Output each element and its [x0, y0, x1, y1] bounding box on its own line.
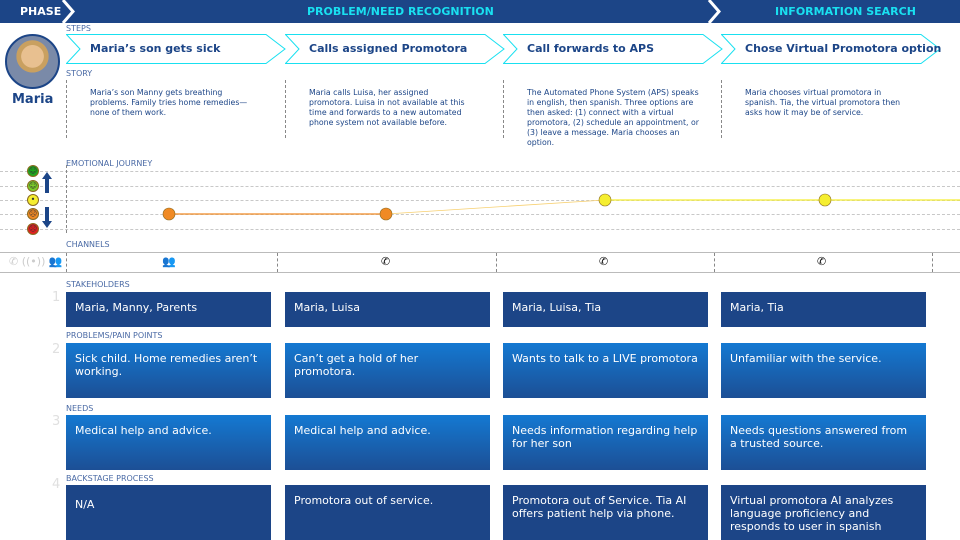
row-number: 3: [52, 414, 61, 429]
emotion-arrows-icon: [42, 172, 52, 228]
emotion-gridline: [0, 171, 960, 172]
emotion-point-neutral: [598, 193, 612, 207]
step-chevron: Call forwards to APS: [503, 34, 723, 64]
step-title: Call forwards to APS: [527, 42, 655, 55]
emotion-neutral-icon: •: [27, 194, 39, 206]
divider: [714, 253, 715, 272]
phase-title: INFORMATION SEARCH: [775, 5, 916, 18]
channel-phone-icon: ✆: [599, 255, 609, 268]
divider: [503, 80, 504, 138]
section-label: STAKEHOLDERS: [66, 280, 130, 289]
emotion-happy-icon: ☺: [27, 180, 39, 192]
stakeholders-card: Maria, Tia: [721, 292, 926, 327]
section-label: EMOTIONAL JOURNEY: [66, 159, 153, 168]
emotion-point-unhappy: [379, 207, 393, 221]
problems-card: Can’t get a hold of her promotora.: [285, 343, 490, 398]
divider: [0, 252, 960, 253]
phase-chevron: [61, 0, 75, 23]
problems-card: Unfamiliar with the service.: [721, 343, 926, 398]
step-title: Chose Virtual Promotora option: [745, 42, 942, 55]
backstage-card: Virtual promotora AI analyzes language p…: [721, 485, 926, 540]
divider: [277, 253, 278, 272]
step-chevron: Maria’s son gets sick: [66, 34, 286, 64]
needs-card: Medical help and advice.: [285, 415, 490, 470]
step-title: Calls assigned Promotora: [309, 42, 468, 55]
row-number: 2: [52, 342, 61, 357]
story-text: Maria calls Luisa, her assigned promotor…: [309, 88, 465, 127]
divider: [932, 253, 933, 272]
phase-chevron: [707, 0, 721, 23]
channel-legend-phone-icon: ✆ ((•)) 👥: [9, 255, 63, 268]
divider: [496, 253, 497, 272]
divider: [0, 272, 960, 273]
stakeholders-card: Maria, Luisa, Tia: [503, 292, 708, 327]
persona-name: Maria: [12, 92, 54, 107]
needs-card: Needs information regarding help for her…: [503, 415, 708, 470]
channel-phone-icon: ✆: [381, 255, 391, 268]
row-number: 4: [52, 477, 61, 492]
section-label: PROBLEMS/PAIN POINTS: [66, 331, 163, 340]
section-label: BACKSTAGE PROCESS: [66, 474, 154, 483]
step-chevron: Calls assigned Promotora: [285, 34, 505, 64]
channel-people-icon: 👥: [162, 255, 176, 268]
story-text: The Automated Phone System (APS) speaks …: [527, 88, 699, 147]
emotion-gridline: [0, 200, 960, 201]
section-label: CHANNELS: [66, 240, 110, 249]
backstage-card: Promotora out of service.: [285, 485, 490, 540]
step-chevron: Chose Virtual Promotora option: [721, 34, 941, 64]
phase-title: PROBLEM/NEED RECOGNITION: [307, 5, 494, 18]
divider: [721, 80, 722, 138]
phase-label: PHASE: [20, 5, 62, 18]
story-text: Maria’s son Manny gets breathing problem…: [90, 88, 248, 117]
backstage-card: Promotora out of Service. Tia AI offers …: [503, 485, 708, 540]
section-label: NEEDS: [66, 404, 94, 413]
story-text: Maria chooses virtual promotora in spani…: [745, 88, 901, 117]
avatar: [5, 34, 60, 89]
section-label: STEPS: [66, 24, 91, 33]
emotion-point-neutral: [818, 193, 832, 207]
emotion-gridline: [0, 214, 960, 215]
step-title: Maria’s son gets sick: [90, 42, 221, 55]
backstage-card: N/A: [66, 485, 271, 540]
stakeholders-card: Maria, Luisa: [285, 292, 490, 327]
emotion-line-chart: [162, 193, 960, 221]
emotion-line-segment: [385, 199, 606, 215]
emotion-very-happy-icon: ☺: [27, 165, 39, 177]
emotion-unhappy-icon: ☹: [27, 208, 39, 220]
problems-card: Wants to talk to a LIVE promotora: [503, 343, 708, 398]
section-label: STORY: [66, 69, 93, 78]
divider: [66, 165, 67, 233]
channel-phone-icon: ✆: [817, 255, 827, 268]
row-number: 1: [52, 290, 61, 305]
needs-card: Needs questions answered from a trusted …: [721, 415, 926, 470]
emotion-gridline: [0, 186, 960, 187]
divider: [66, 80, 67, 138]
needs-card: Medical help and advice.: [66, 415, 271, 470]
phase-bar: [0, 0, 960, 23]
divider: [66, 253, 67, 272]
emotion-point-unhappy: [162, 207, 176, 221]
problems-card: Sick child. Home remedies aren’t working…: [66, 343, 271, 398]
emotion-gridline: [0, 229, 960, 230]
stakeholders-card: Maria, Manny, Parents: [66, 292, 271, 327]
divider: [285, 80, 286, 138]
emotion-angry-icon: ☹: [27, 223, 39, 235]
